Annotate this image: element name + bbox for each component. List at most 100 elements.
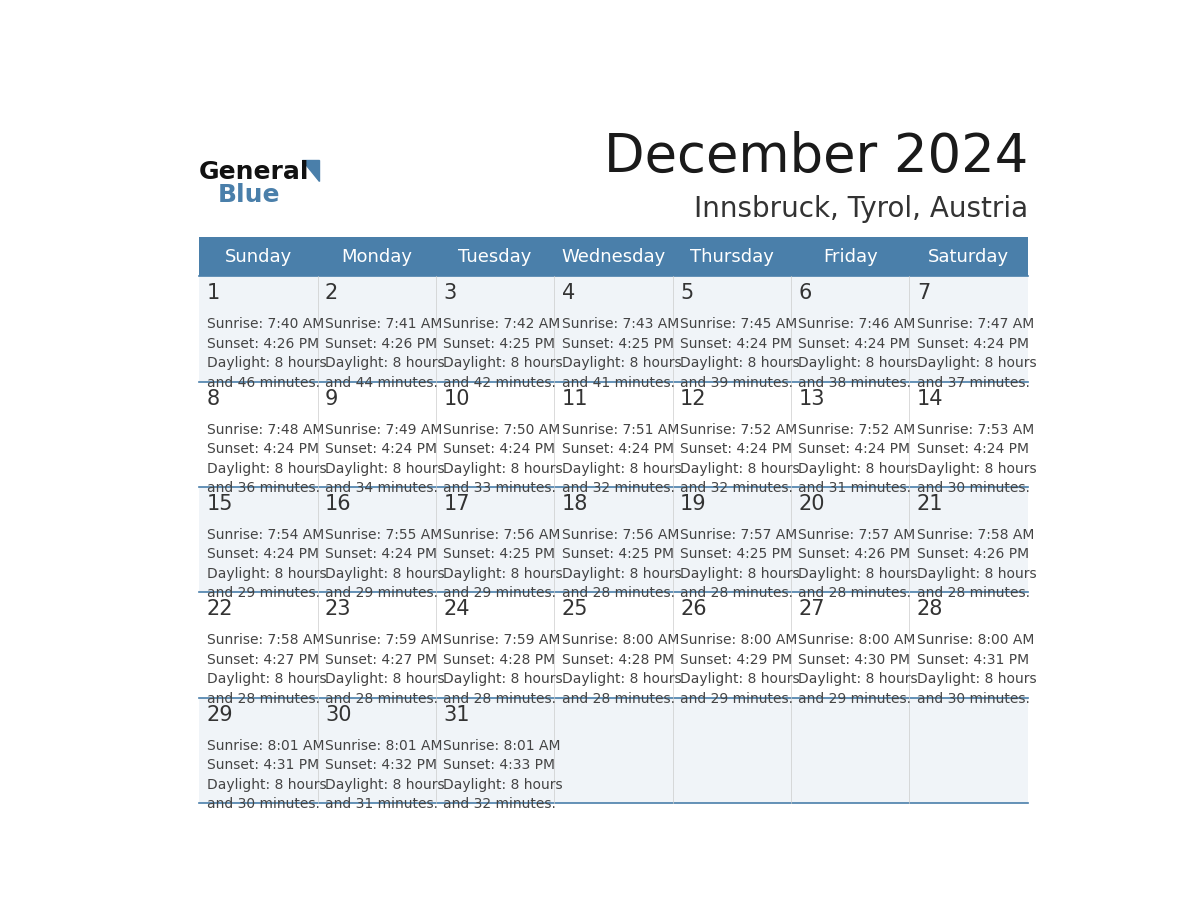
Text: 8: 8 [207, 388, 220, 409]
Text: 11: 11 [562, 388, 588, 409]
Text: Sunrise: 7:58 AM: Sunrise: 7:58 AM [207, 633, 324, 647]
Text: Sunset: 4:30 PM: Sunset: 4:30 PM [798, 653, 910, 666]
Text: and 28 minutes.: and 28 minutes. [324, 691, 438, 706]
Text: Sunset: 4:25 PM: Sunset: 4:25 PM [562, 547, 674, 562]
Text: and 38 minutes.: and 38 minutes. [798, 375, 911, 390]
Text: Daylight: 8 hours: Daylight: 8 hours [680, 567, 800, 581]
Text: Sunset: 4:27 PM: Sunset: 4:27 PM [207, 653, 318, 666]
Text: Blue: Blue [217, 183, 280, 207]
Text: and 33 minutes.: and 33 minutes. [443, 481, 556, 495]
Text: and 46 minutes.: and 46 minutes. [207, 375, 320, 390]
Text: Sunset: 4:28 PM: Sunset: 4:28 PM [562, 653, 674, 666]
Text: Sunrise: 7:59 AM: Sunrise: 7:59 AM [443, 633, 561, 647]
Text: Daylight: 8 hours: Daylight: 8 hours [917, 462, 1036, 476]
Text: Sunset: 4:25 PM: Sunset: 4:25 PM [680, 547, 792, 562]
Text: Sunset: 4:33 PM: Sunset: 4:33 PM [443, 758, 555, 772]
Bar [200, 698, 1028, 803]
Text: 1: 1 [207, 284, 220, 303]
Text: 22: 22 [207, 599, 233, 620]
Text: Saturday: Saturday [928, 248, 1009, 266]
Text: Sunrise: 8:01 AM: Sunrise: 8:01 AM [443, 739, 561, 753]
Text: and 28 minutes.: and 28 minutes. [562, 691, 675, 706]
Text: Sunrise: 7:54 AM: Sunrise: 7:54 AM [207, 528, 324, 542]
Text: Sunset: 4:24 PM: Sunset: 4:24 PM [798, 442, 910, 456]
Text: Sunset: 4:24 PM: Sunset: 4:24 PM [917, 442, 1029, 456]
Text: 2: 2 [324, 284, 339, 303]
Text: 18: 18 [562, 494, 588, 514]
Text: Sunset: 4:25 PM: Sunset: 4:25 PM [562, 337, 674, 351]
Text: 7: 7 [917, 284, 930, 303]
Text: Sunset: 4:32 PM: Sunset: 4:32 PM [324, 758, 437, 772]
Text: and 32 minutes.: and 32 minutes. [680, 481, 792, 495]
Text: 10: 10 [443, 388, 469, 409]
Text: Sunrise: 7:40 AM: Sunrise: 7:40 AM [207, 318, 324, 331]
Text: Sunday: Sunday [225, 248, 292, 266]
Text: and 36 minutes.: and 36 minutes. [207, 481, 320, 495]
Text: 15: 15 [207, 494, 233, 514]
Text: Sunrise: 8:00 AM: Sunrise: 8:00 AM [562, 633, 680, 647]
Text: 30: 30 [324, 705, 352, 724]
Text: Daylight: 8 hours: Daylight: 8 hours [798, 567, 918, 581]
Text: Daylight: 8 hours: Daylight: 8 hours [680, 356, 800, 370]
Text: 14: 14 [917, 388, 943, 409]
Text: Sunrise: 7:43 AM: Sunrise: 7:43 AM [562, 318, 678, 331]
Text: 20: 20 [798, 494, 824, 514]
Text: and 29 minutes.: and 29 minutes. [680, 691, 794, 706]
Text: Daylight: 8 hours: Daylight: 8 hours [562, 672, 681, 687]
Text: 24: 24 [443, 599, 469, 620]
Text: Sunrise: 8:01 AM: Sunrise: 8:01 AM [207, 739, 324, 753]
Text: Sunrise: 8:00 AM: Sunrise: 8:00 AM [917, 633, 1034, 647]
Text: Sunset: 4:24 PM: Sunset: 4:24 PM [798, 337, 910, 351]
Text: 31: 31 [443, 705, 469, 724]
Text: Sunrise: 7:42 AM: Sunrise: 7:42 AM [443, 318, 561, 331]
Text: and 30 minutes.: and 30 minutes. [917, 481, 1030, 495]
Text: Daylight: 8 hours: Daylight: 8 hours [798, 356, 918, 370]
Text: Daylight: 8 hours: Daylight: 8 hours [443, 567, 563, 581]
Text: Daylight: 8 hours: Daylight: 8 hours [798, 672, 918, 687]
Text: Sunrise: 7:46 AM: Sunrise: 7:46 AM [798, 318, 916, 331]
Text: Sunset: 4:25 PM: Sunset: 4:25 PM [443, 337, 555, 351]
Text: Daylight: 8 hours: Daylight: 8 hours [680, 462, 800, 476]
Text: Sunset: 4:24 PM: Sunset: 4:24 PM [680, 337, 792, 351]
Text: Sunrise: 7:52 AM: Sunrise: 7:52 AM [798, 422, 916, 437]
Text: Sunrise: 7:48 AM: Sunrise: 7:48 AM [207, 422, 324, 437]
Polygon shape [302, 160, 318, 181]
Text: Daylight: 8 hours: Daylight: 8 hours [917, 356, 1036, 370]
Text: Daylight: 8 hours: Daylight: 8 hours [798, 462, 918, 476]
Text: Sunrise: 7:56 AM: Sunrise: 7:56 AM [443, 528, 561, 542]
Text: 23: 23 [324, 599, 352, 620]
Text: 21: 21 [917, 494, 943, 514]
Text: Tuesday: Tuesday [459, 248, 532, 266]
Bar [200, 487, 1028, 592]
Text: Sunrise: 7:57 AM: Sunrise: 7:57 AM [680, 528, 797, 542]
Text: 3: 3 [443, 284, 456, 303]
Text: and 41 minutes.: and 41 minutes. [562, 375, 675, 390]
Text: Sunrise: 7:41 AM: Sunrise: 7:41 AM [324, 318, 442, 331]
Text: and 31 minutes.: and 31 minutes. [798, 481, 911, 495]
Text: Sunset: 4:24 PM: Sunset: 4:24 PM [207, 442, 318, 456]
Text: 5: 5 [680, 284, 694, 303]
Text: Sunset: 4:24 PM: Sunset: 4:24 PM [324, 547, 437, 562]
Text: Sunrise: 7:57 AM: Sunrise: 7:57 AM [798, 528, 916, 542]
Text: Sunrise: 7:52 AM: Sunrise: 7:52 AM [680, 422, 797, 437]
Text: Daylight: 8 hours: Daylight: 8 hours [207, 356, 327, 370]
Text: 4: 4 [562, 284, 575, 303]
Text: and 29 minutes.: and 29 minutes. [207, 587, 320, 600]
Text: and 29 minutes.: and 29 minutes. [324, 587, 438, 600]
Text: 19: 19 [680, 494, 707, 514]
Text: and 30 minutes.: and 30 minutes. [207, 797, 320, 811]
Bar [200, 592, 1028, 698]
Text: and 42 minutes.: and 42 minutes. [443, 375, 556, 390]
Text: 17: 17 [443, 494, 469, 514]
Text: Sunrise: 7:59 AM: Sunrise: 7:59 AM [324, 633, 442, 647]
Text: and 28 minutes.: and 28 minutes. [798, 587, 911, 600]
Text: Sunset: 4:26 PM: Sunset: 4:26 PM [798, 547, 910, 562]
Text: Friday: Friday [823, 248, 878, 266]
Text: Sunset: 4:24 PM: Sunset: 4:24 PM [917, 337, 1029, 351]
Text: Daylight: 8 hours: Daylight: 8 hours [680, 672, 800, 687]
Text: Sunrise: 7:56 AM: Sunrise: 7:56 AM [562, 528, 680, 542]
Text: and 29 minutes.: and 29 minutes. [443, 587, 556, 600]
Text: 13: 13 [798, 388, 824, 409]
Text: Daylight: 8 hours: Daylight: 8 hours [207, 462, 327, 476]
Text: Sunset: 4:25 PM: Sunset: 4:25 PM [443, 547, 555, 562]
